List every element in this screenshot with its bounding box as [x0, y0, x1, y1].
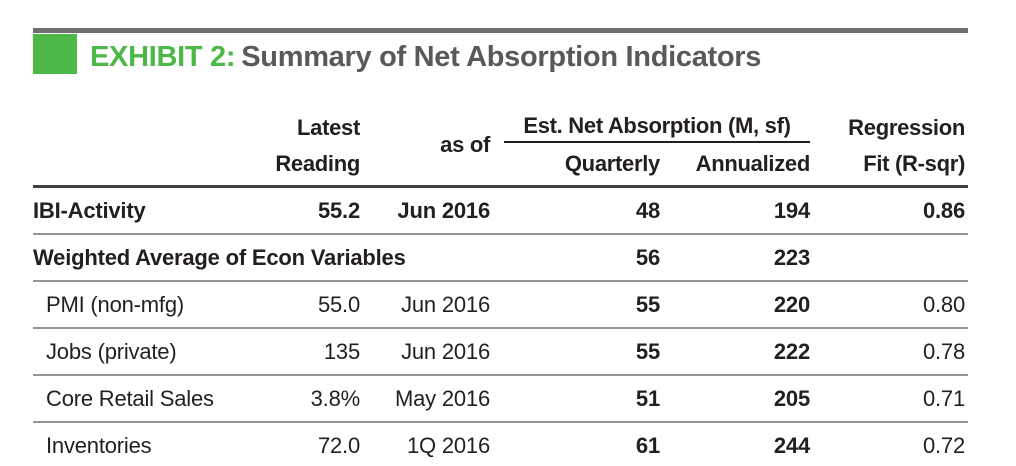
col-header-latest-line2: Reading	[275, 151, 360, 176]
cell-annualized: 244	[773, 432, 810, 458]
cell-indicator: Jobs (private)	[46, 338, 177, 364]
exhibit-label: EXHIBIT 2:	[90, 41, 236, 73]
cell-quarterly: 61	[635, 432, 660, 458]
cell-annualized: 194	[773, 197, 810, 223]
cell-indicator: IBI-Activity	[33, 197, 146, 223]
table-row-ibi-activity: IBI-Activity 55.2 Jun 2016 48 194 0.86	[33, 188, 968, 235]
top-divider-rule	[33, 28, 968, 33]
cell-annualized: 220	[773, 291, 810, 317]
cell-indicator: Core Retail Sales	[46, 385, 214, 411]
cell-as-of: Jun 2016	[401, 338, 490, 364]
cell-latest-reading: 55.2	[317, 197, 360, 223]
cell-quarterly: 51	[635, 385, 660, 411]
cell-annualized: 222	[773, 338, 810, 364]
cell-annualized: 205	[773, 385, 810, 411]
cell-quarterly: 48	[635, 197, 660, 223]
cell-quarterly: 55	[635, 338, 660, 364]
cell-latest-reading: 135	[323, 338, 360, 364]
cell-r-sqr: 0.80	[922, 291, 965, 317]
table-row-pmi: PMI (non-mfg) 55.0 Jun 2016 55 220 0.80	[33, 282, 968, 329]
cell-latest-reading: 3.8%	[310, 385, 361, 411]
cell-quarterly: 55	[635, 291, 660, 317]
col-header-regression-line2: Fit (R-sqr)	[863, 151, 965, 176]
net-absorption-table: Latest Reading as of Est. Net Absorption…	[33, 105, 968, 466]
col-header-latest-line1: Latest	[297, 115, 360, 140]
cell-as-of: Jun 2016	[397, 197, 490, 223]
exhibit-marker-icon	[33, 34, 77, 74]
cell-indicator: Weighted Average of Econ Variables	[33, 244, 406, 270]
cell-annualized: 223	[773, 244, 810, 270]
table-header: Latest Reading as of Est. Net Absorption…	[33, 105, 968, 188]
col-header-as-of: as of	[440, 132, 490, 157]
cell-indicator: PMI (non-mfg)	[46, 291, 184, 317]
table-row-weighted-average: Weighted Average of Econ Variables 56 22…	[33, 235, 968, 282]
cell-r-sqr: 0.72	[922, 432, 965, 458]
col-header-regression-line1: Regression	[848, 115, 965, 140]
cell-latest-reading: 55.0	[317, 291, 360, 317]
exhibit-title-text: Summary of Net Absorption Indicators	[241, 41, 762, 73]
table-row-jobs: Jobs (private) 135 Jun 2016 55 222 0.78	[33, 329, 968, 376]
cell-indicator: Inventories	[46, 432, 152, 458]
cell-as-of: May 2016	[394, 385, 490, 411]
table-row-core-retail: Core Retail Sales 3.8% May 2016 51 205 0…	[33, 376, 968, 423]
cell-as-of: 1Q 2016	[406, 432, 490, 458]
col-header-quarterly: Quarterly	[564, 151, 660, 176]
cell-r-sqr: 0.71	[922, 385, 965, 411]
cell-as-of: Jun 2016	[401, 291, 490, 317]
col-header-est-net-absorption: Est. Net Absorption (M, sf)	[504, 105, 810, 143]
cell-r-sqr: 0.78	[922, 338, 965, 364]
col-header-annualized: Annualized	[695, 151, 811, 176]
cell-latest-reading: 72.0	[317, 432, 360, 458]
cell-r-sqr: 0.86	[922, 197, 965, 223]
table-row-inventories: Inventories 72.0 1Q 2016 61 244 0.72	[33, 423, 968, 466]
cell-quarterly: 56	[635, 244, 660, 270]
page-title: EXHIBIT 2: Summary of Net Absorption Indi…	[90, 41, 761, 74]
